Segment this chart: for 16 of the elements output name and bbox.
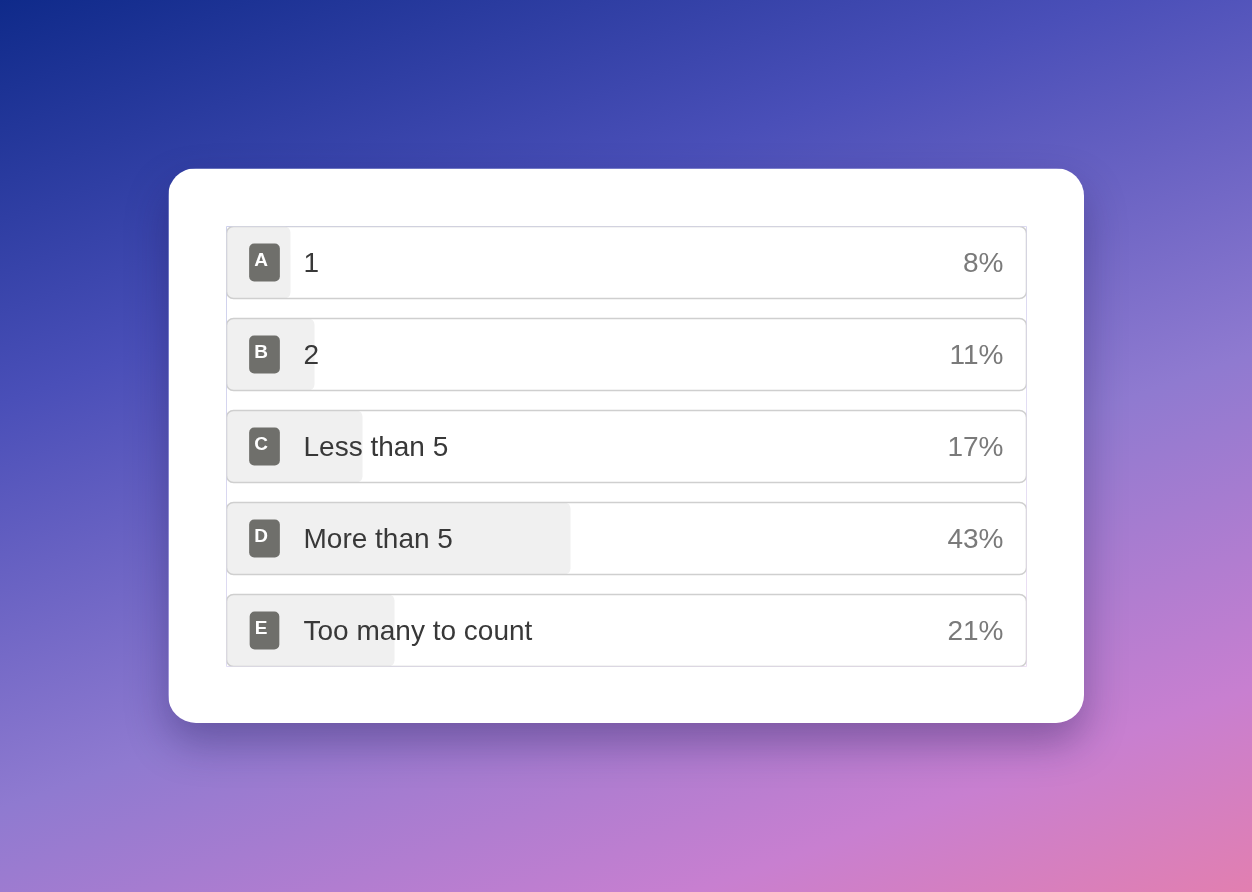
y-tick-label: Less than 5 (303, 431, 449, 462)
annotation: B (254, 340, 268, 362)
data-label: 21% (947, 615, 1004, 646)
data-label: 11% (949, 339, 1004, 370)
annotation: D (254, 524, 268, 546)
annotation: A (254, 248, 269, 270)
annotation: E (254, 616, 268, 638)
data-label: 8% (963, 247, 1004, 278)
y-tick-label: 1 (303, 247, 320, 278)
data-label: 17% (947, 431, 1004, 462)
y-tick-label: Too many to count (303, 615, 533, 646)
bar (226, 502, 571, 575)
y-tick-label: 2 (303, 339, 320, 370)
annotation: C (254, 432, 269, 454)
data-label: 43% (947, 523, 1004, 554)
y-tick-label: More than 5 (303, 523, 453, 554)
